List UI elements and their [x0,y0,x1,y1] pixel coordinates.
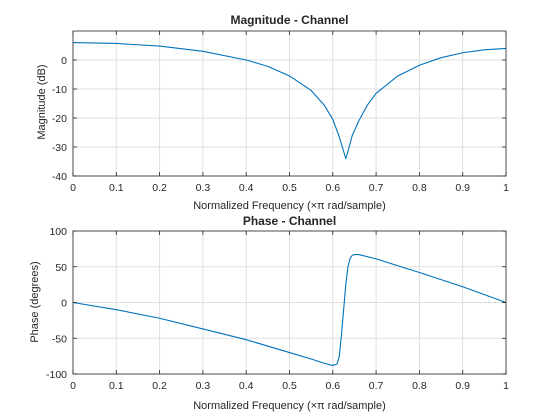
magnitude-axes: Magnitude - Channel Normalized Frequency… [36,13,509,212]
magnitude-xtick-label: 0.2 [152,182,167,194]
magnitude-ytick-label: -40 [52,171,67,183]
magnitude-xtick-label: 0.7 [369,182,384,194]
magnitude-xtick-label: 1 [503,182,509,194]
magnitude-ytick-label: 0 [61,55,67,67]
phase-ytick-label: 100 [49,226,67,238]
magnitude-xtick-label: 0.9 [455,182,470,194]
phase-ytick-label: 0 [61,298,67,310]
phase-ytick-label: 50 [55,262,67,274]
magnitude-xlabel: Normalized Frequency (×π rad/sample) [193,200,386,212]
magnitude-ytick-label: -30 [52,142,67,154]
magnitude-ytick-label: -10 [52,84,67,96]
phase-xtick-label: 0.5 [282,380,297,392]
phase-xlabel: Normalized Frequency (×π rad/sample) [193,400,386,412]
phase-xtick-label: 0.1 [109,380,124,392]
magnitude-series-line [72,42,507,160]
magnitude-ytick-label: -20 [52,113,67,125]
phase-xtick-label: 0.9 [455,380,470,392]
phase-ytick-label: -100 [46,369,67,381]
phase-title: Phase - Channel [243,214,336,228]
phase-xtick-label: 0 [70,380,76,392]
magnitude-xtick-label: 0.4 [239,182,254,194]
phase-xtick-label: 0.7 [369,380,384,392]
magnitude-xtick-label: 0.3 [196,182,211,194]
phase-xtick-label: 0.6 [325,380,340,392]
magnitude-ylabel: Magnitude (dB) [36,64,48,139]
phase-xtick-label: 1 [503,380,509,392]
phase-ylabel: Phase (degrees) [29,261,41,342]
phase-xtick-label: 0.2 [152,380,167,392]
phase-xtick-label: 0.4 [239,380,254,392]
phase-xtick-label: 0.3 [196,380,211,392]
phase-series-line [72,254,507,366]
magnitude-xtick-label: 0.1 [109,182,124,194]
magnitude-xtick-label: 0.5 [282,182,297,194]
phase-ytick-label: -50 [52,333,67,345]
magnitude-xtick-label: 0.6 [325,182,340,194]
magnitude-xtick-label: 0 [70,182,76,194]
magnitude-title: Magnitude - Channel [231,13,349,27]
magnitude-xtick-label: 0.8 [412,182,427,194]
phase-axes: Phase - Channel Normalized Frequency (×π… [29,214,509,412]
phase-xtick-label: 0.8 [412,380,427,392]
